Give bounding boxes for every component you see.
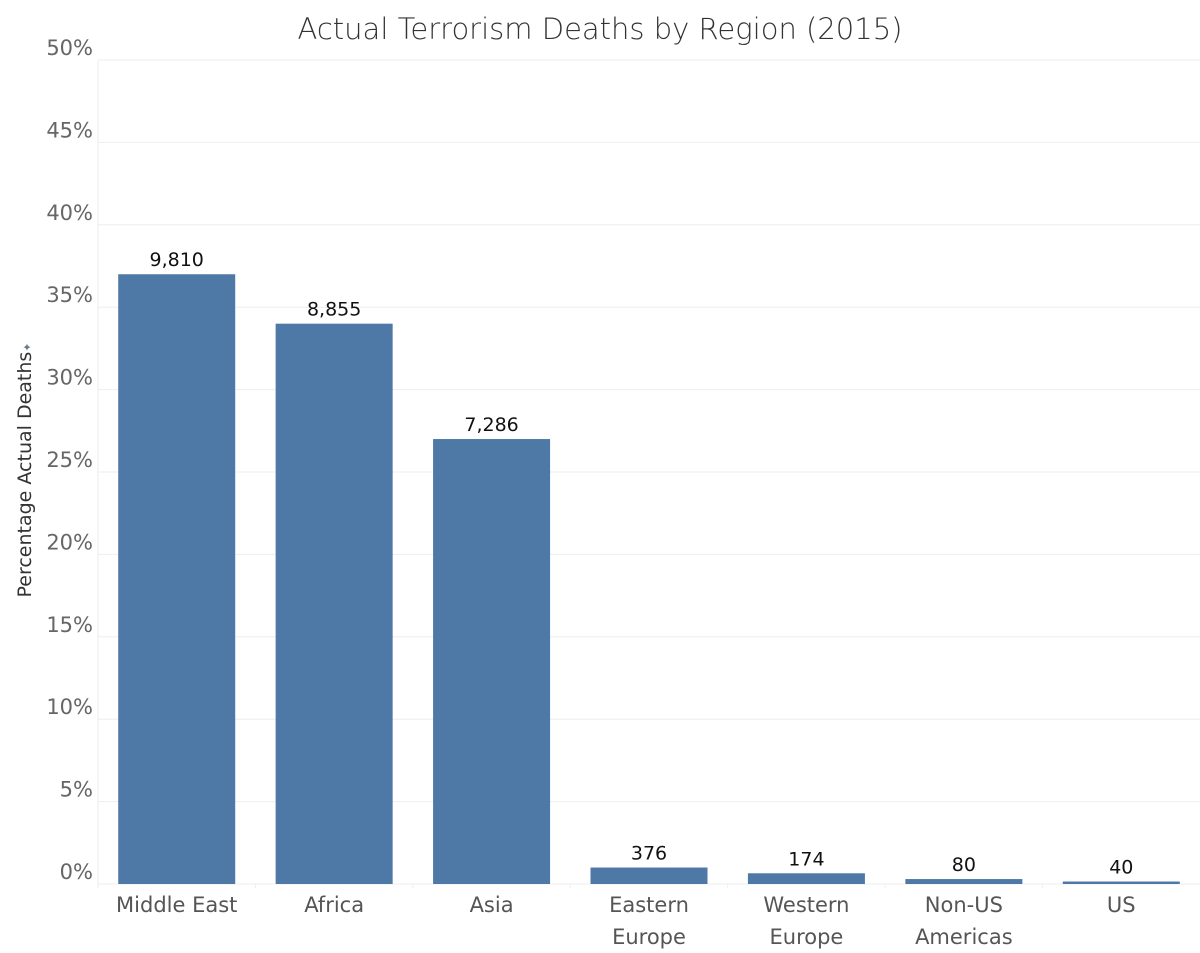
x-tick-label: US <box>1107 893 1136 917</box>
y-tick-label: 40% <box>46 201 93 225</box>
data-label: 7,286 <box>464 414 518 436</box>
x-tick-label: Asia <box>470 893 514 917</box>
bar <box>905 879 1023 884</box>
chart-title: Actual Terrorism Deaths by Region (2015) <box>297 12 903 46</box>
x-tick-label: Non-US <box>925 893 1003 917</box>
y-tick-label: 30% <box>46 366 93 390</box>
data-label: 9,810 <box>150 249 204 271</box>
y-tick-label: 5% <box>60 778 93 802</box>
y-tick-label: 50% <box>46 36 93 60</box>
bar <box>590 867 708 884</box>
x-tick-label: Europe <box>612 925 686 949</box>
data-label: 40 <box>1109 857 1133 879</box>
y-tick-label: 25% <box>46 448 93 472</box>
bar <box>1062 881 1180 884</box>
x-tick-label: Western <box>763 893 849 917</box>
x-tick-label: Middle East <box>116 893 237 917</box>
y-tick-label: 20% <box>46 530 93 554</box>
data-label: 80 <box>952 854 976 876</box>
y-tick-label: 45% <box>46 118 93 142</box>
x-tick-label: Eastern <box>609 893 689 917</box>
x-tick-label: Europe <box>769 925 843 949</box>
x-tick-label: Africa <box>304 893 364 917</box>
y-tick-label: 0% <box>60 860 93 884</box>
bar <box>118 274 236 884</box>
data-label: 174 <box>788 848 824 870</box>
bar <box>433 439 551 884</box>
y-tick-label: 15% <box>46 613 93 637</box>
y-tick-label: 35% <box>46 283 93 307</box>
bar <box>275 323 393 884</box>
data-label: 376 <box>631 843 667 865</box>
y-tick-label: 10% <box>46 695 93 719</box>
data-label: 8,855 <box>307 299 361 321</box>
bar <box>747 873 865 884</box>
x-tick-label: Americas <box>915 925 1013 949</box>
